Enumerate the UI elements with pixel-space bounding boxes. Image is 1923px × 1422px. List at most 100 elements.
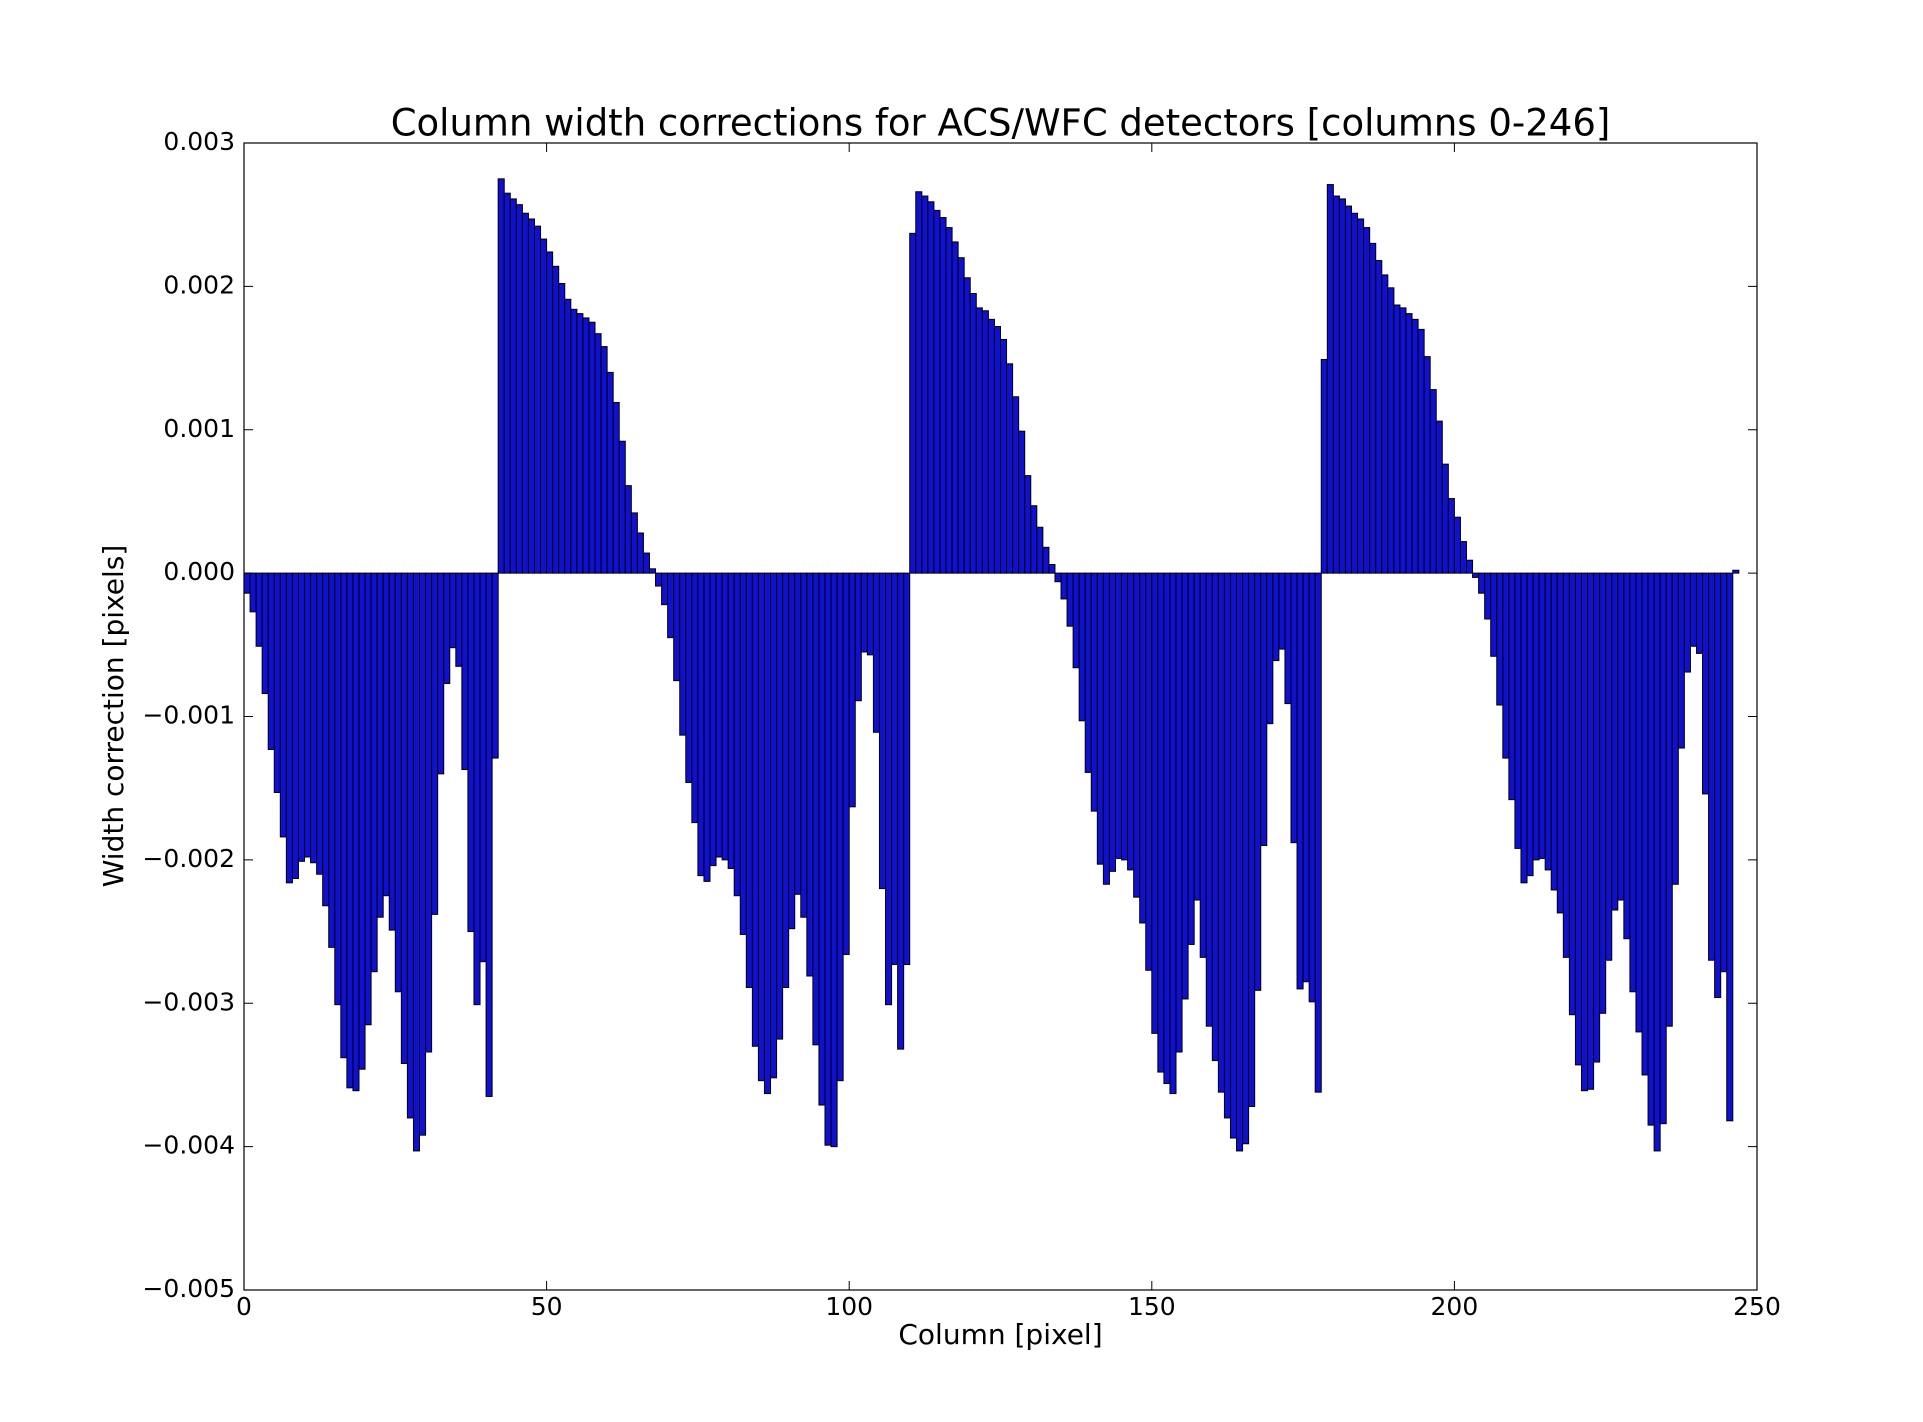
bar	[582, 317, 590, 574]
bar	[1611, 572, 1619, 911]
bar	[1157, 572, 1165, 1073]
bar	[1211, 572, 1219, 1062]
bar	[739, 572, 747, 935]
bar	[1671, 572, 1679, 885]
bar	[993, 326, 1001, 574]
bar	[770, 572, 778, 1079]
bar	[497, 178, 505, 574]
bar	[697, 572, 705, 877]
x-tick-label: 50	[531, 1292, 563, 1321]
bar	[1320, 358, 1328, 574]
bar	[661, 572, 669, 606]
bar	[1363, 227, 1371, 574]
bar	[443, 572, 451, 685]
bar	[727, 572, 735, 869]
bar	[1695, 572, 1704, 654]
bar	[406, 572, 414, 1119]
bar	[340, 572, 348, 1059]
y-tick-label: 0.002	[163, 270, 235, 299]
y-tick-label: −0.001	[142, 701, 235, 730]
bar	[782, 572, 790, 988]
bar	[1623, 572, 1631, 940]
bar	[1387, 287, 1395, 574]
bar	[267, 572, 275, 750]
bar	[291, 572, 299, 880]
bar	[891, 572, 899, 966]
bar	[1096, 572, 1104, 865]
bar	[479, 572, 487, 963]
bar	[1441, 463, 1449, 574]
bar	[987, 318, 995, 574]
bar	[358, 572, 366, 1070]
bar	[1266, 572, 1274, 725]
bar	[473, 572, 481, 1006]
bar	[455, 572, 463, 667]
bar	[1526, 572, 1534, 877]
bar	[1447, 498, 1455, 574]
bar	[461, 572, 469, 771]
bar	[594, 333, 602, 574]
bar	[1544, 572, 1552, 871]
bar	[576, 313, 584, 574]
bar	[376, 572, 384, 918]
bar	[763, 572, 772, 1095]
ticks: 0 50 100 150 200 250 −0.005 −0.004 −0.003 −0.002 −…	[142, 127, 1780, 1321]
bar	[1199, 572, 1207, 958]
bar	[1114, 572, 1123, 859]
bar	[800, 572, 808, 918]
bar	[709, 572, 717, 867]
bar	[1453, 516, 1461, 574]
bar	[1351, 212, 1359, 574]
bar	[1018, 430, 1026, 574]
bar	[1127, 572, 1135, 871]
bar	[1580, 572, 1589, 1092]
y-tick-label: −0.005	[142, 1274, 235, 1303]
y-tick-label: −0.004	[142, 1131, 235, 1160]
bar	[1617, 572, 1625, 901]
bar	[322, 572, 330, 907]
bar	[1599, 572, 1607, 1014]
bar	[1254, 572, 1262, 991]
bar	[285, 572, 293, 884]
bar	[655, 572, 663, 587]
bar	[1314, 572, 1322, 1093]
bar	[806, 572, 814, 977]
bar	[1435, 420, 1443, 574]
bar	[606, 371, 614, 574]
bar	[618, 440, 626, 574]
bar	[1236, 572, 1244, 1152]
bar	[540, 238, 548, 574]
bar	[866, 572, 874, 656]
y-tick-label: 0.000	[163, 557, 235, 586]
bar	[1568, 572, 1576, 1016]
bar	[624, 485, 632, 574]
bar	[1139, 572, 1147, 924]
bar	[1217, 572, 1225, 1093]
bar	[412, 572, 421, 1152]
x-tick-label: 150	[1128, 1292, 1176, 1321]
bar	[1284, 572, 1292, 705]
bar	[1048, 564, 1056, 574]
bar	[1399, 307, 1407, 574]
bar	[691, 572, 699, 824]
bar	[842, 572, 850, 956]
bar	[776, 572, 784, 1040]
bar	[1000, 338, 1008, 574]
bar	[255, 572, 263, 647]
bar	[1242, 572, 1250, 1145]
bar	[1708, 572, 1716, 961]
bar	[667, 572, 675, 639]
bar	[1072, 572, 1080, 669]
bar	[1538, 572, 1546, 859]
bar	[1429, 389, 1437, 574]
bar	[1187, 572, 1195, 945]
bar	[1683, 572, 1691, 673]
bar	[1484, 572, 1492, 620]
bar	[885, 572, 893, 1006]
bar	[1102, 572, 1110, 885]
bar	[854, 572, 862, 702]
bar	[836, 572, 844, 1082]
bar	[1121, 572, 1129, 861]
bar	[1272, 572, 1280, 662]
y-tick-label: −0.002	[142, 844, 235, 873]
